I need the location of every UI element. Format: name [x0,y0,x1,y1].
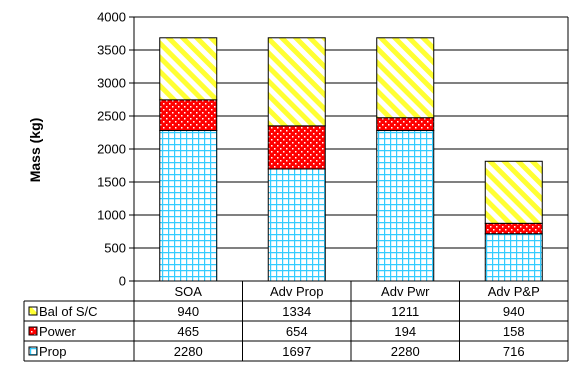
bar-segment-bal-of-s-c-adv-prop [267,37,326,127]
data-label-power: 465 [177,324,199,339]
bar-segment-bal-of-s-c-adv-p-p [484,160,543,224]
data-label-prop: 716 [503,344,525,359]
legend-key-power [28,326,38,336]
bar-segment-power-adv-p-p [484,222,543,235]
data-label-power: 194 [394,324,416,339]
x-tick-label: Adv P&P [488,284,540,299]
bar-segment-prop-adv-p-p [484,233,543,282]
data-label-bal-of-s-c: 1211 [391,304,419,319]
bar-segment-bal-of-s-c-adv-pwr [376,37,435,119]
bar-segment-prop-adv-prop [267,168,326,282]
y-tick-label: 3500 [97,43,126,58]
y-tick-label: 3000 [97,76,126,91]
legend-entry-power: Power [39,324,77,339]
y-tick-label: 0 [119,274,126,289]
legend-key-bal-of-s-c [28,306,38,316]
x-tick-label: SOA [175,284,203,299]
legend-key-prop [28,346,38,356]
y-tick-label: 4000 [97,10,126,25]
x-tick-label: Adv Pwr [381,284,430,299]
y-tick-label: 2000 [97,142,126,157]
y-axis-label: Mass (kg) [27,118,43,183]
data-label-power: 158 [503,324,525,339]
bar-segment-power-soa [159,99,218,132]
y-tick-label: 1500 [97,175,126,190]
y-tick-label: 500 [104,241,126,256]
y-tick-label: 2500 [97,109,126,124]
x-tick-label: Adv Prop [270,284,323,299]
data-label-bal-of-s-c: 1334 [282,304,311,319]
data-label-power: 654 [286,324,308,339]
bar-segment-prop-adv-pwr [376,130,435,282]
bar-segment-power-adv-pwr [376,117,435,132]
data-label-bal-of-s-c: 940 [503,304,525,319]
data-label-prop: 2280 [391,344,420,359]
data-label-prop: 2280 [174,344,203,359]
y-tick-label: 1000 [97,208,126,223]
bar-segment-power-adv-prop [267,125,326,170]
legend-entry-bal-of-s-c: Bal of S/C [39,304,98,319]
data-label-prop: 1697 [282,344,311,359]
data-label-bal-of-s-c: 940 [177,304,199,319]
bar-segment-bal-of-s-c-soa [159,37,218,101]
bar-segment-prop-soa [159,130,218,282]
legend-entry-prop: Prop [39,344,66,359]
